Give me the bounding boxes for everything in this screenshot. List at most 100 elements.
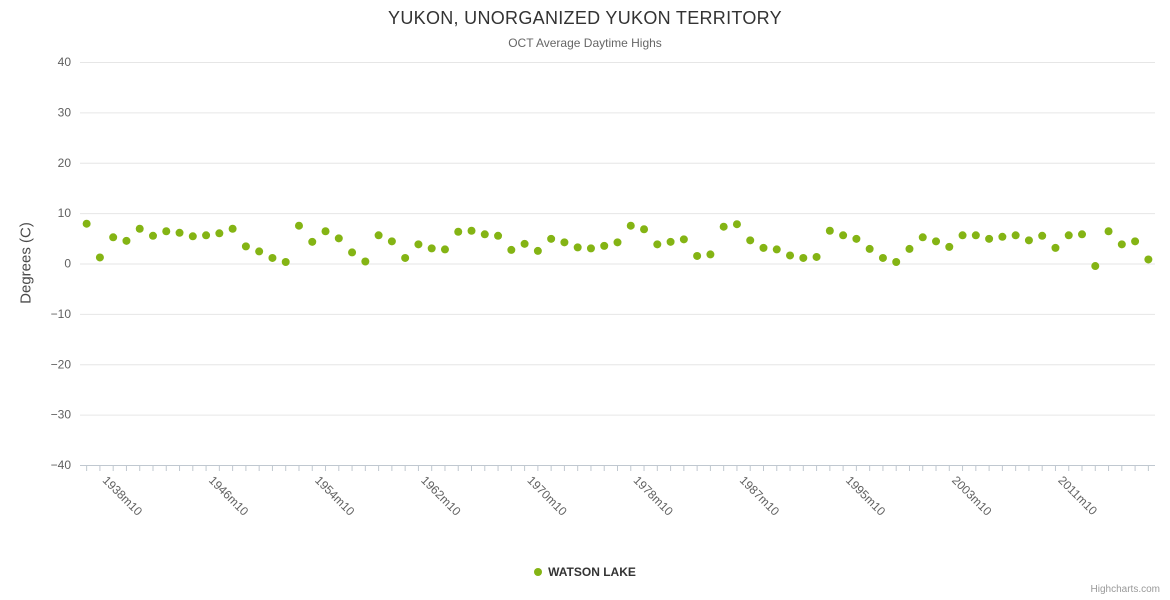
data-point[interactable] <box>693 251 702 260</box>
data-point[interactable] <box>825 226 834 235</box>
data-point[interactable] <box>653 240 662 249</box>
y-axis-tick-label: −20 <box>51 357 72 371</box>
data-point[interactable] <box>839 231 848 240</box>
data-point[interactable] <box>892 257 901 266</box>
data-point[interactable] <box>1117 240 1126 249</box>
data-point[interactable] <box>122 236 131 245</box>
data-point[interactable] <box>255 247 264 256</box>
data-point[interactable] <box>786 251 795 260</box>
data-point[interactable] <box>945 242 954 251</box>
data-point[interactable] <box>560 238 569 247</box>
data-point[interactable] <box>759 243 768 252</box>
data-point[interactable] <box>1064 231 1073 240</box>
x-axis-tick-label: 2003m10 <box>949 473 995 519</box>
data-point[interactable] <box>507 245 516 254</box>
data-point[interactable] <box>719 222 728 231</box>
data-point[interactable] <box>958 231 967 240</box>
data-point[interactable] <box>494 231 503 240</box>
data-point[interactable] <box>268 253 277 262</box>
legend: WATSON LAKE <box>0 563 1170 581</box>
data-point[interactable] <box>148 231 157 240</box>
data-point[interactable] <box>1144 255 1153 264</box>
data-point[interactable] <box>613 238 622 247</box>
data-point[interactable] <box>308 237 317 246</box>
y-axis-tick-label: 0 <box>64 257 71 271</box>
data-point[interactable] <box>427 244 436 253</box>
data-point[interactable] <box>321 227 330 236</box>
data-point[interactable] <box>1038 231 1047 240</box>
data-point[interactable] <box>1011 231 1020 240</box>
data-point[interactable] <box>480 230 489 239</box>
legend-item-watson-lake[interactable]: WATSON LAKE <box>534 565 636 579</box>
y-axis-tick-label: −10 <box>51 307 72 321</box>
data-point[interactable] <box>348 248 357 257</box>
data-point[interactable] <box>82 219 91 228</box>
data-point[interactable] <box>1078 230 1087 239</box>
data-point[interactable] <box>865 244 874 253</box>
data-point[interactable] <box>1091 262 1100 271</box>
data-point[interactable] <box>1051 243 1060 252</box>
data-point[interactable] <box>440 245 449 254</box>
data-point[interactable] <box>1131 237 1140 246</box>
y-axis-tick-label: 40 <box>58 55 72 69</box>
data-point[interactable] <box>732 220 741 229</box>
data-point[interactable] <box>387 237 396 246</box>
data-point[interactable] <box>135 224 144 233</box>
data-point[interactable] <box>573 243 582 252</box>
y-axis-tick-label: −40 <box>51 458 72 472</box>
x-axis-tick-label: 1995m10 <box>843 473 889 519</box>
data-point[interactable] <box>971 231 980 240</box>
data-point[interactable] <box>626 221 635 230</box>
data-point[interactable] <box>706 250 715 259</box>
x-axis-tick-label: 1962m10 <box>418 473 464 519</box>
data-point[interactable] <box>294 221 303 230</box>
data-point[interactable] <box>918 233 927 242</box>
data-point[interactable] <box>188 232 197 241</box>
data-point[interactable] <box>175 228 184 237</box>
data-point[interactable] <box>812 252 821 261</box>
data-point[interactable] <box>454 227 463 236</box>
y-axis-tick-label: −30 <box>51 408 72 422</box>
x-axis-tick-label: 1978m10 <box>631 473 677 519</box>
data-point[interactable] <box>520 239 529 248</box>
data-point[interactable] <box>985 234 994 243</box>
data-point[interactable] <box>281 257 290 266</box>
y-axis-tick-label: 30 <box>58 105 72 119</box>
x-axis-tick-label: 2011m10 <box>1055 473 1100 518</box>
x-axis-tick-label: 1970m10 <box>524 473 570 519</box>
data-point[interactable] <box>600 241 609 250</box>
data-point[interactable] <box>414 240 423 249</box>
credits-link[interactable]: Highcharts.com <box>1090 584 1160 595</box>
data-point[interactable] <box>772 245 781 254</box>
data-point[interactable] <box>109 233 118 242</box>
data-point[interactable] <box>547 234 556 243</box>
data-point[interactable] <box>1024 236 1033 245</box>
data-point[interactable] <box>334 234 343 243</box>
data-point[interactable] <box>746 236 755 245</box>
data-point[interactable] <box>852 234 861 243</box>
data-point[interactable] <box>533 246 542 255</box>
data-point[interactable] <box>374 231 383 240</box>
data-point[interactable] <box>401 253 410 262</box>
data-point[interactable] <box>799 253 808 262</box>
data-point[interactable] <box>467 226 476 235</box>
data-point[interactable] <box>1104 227 1113 236</box>
data-point[interactable] <box>679 235 688 244</box>
data-point[interactable] <box>932 237 941 246</box>
data-point[interactable] <box>586 244 595 253</box>
data-point[interactable] <box>640 225 649 234</box>
data-point[interactable] <box>228 224 237 233</box>
data-point[interactable] <box>162 227 171 236</box>
data-point[interactable] <box>998 232 1007 241</box>
data-point[interactable] <box>202 231 211 240</box>
data-point[interactable] <box>361 257 370 266</box>
data-point[interactable] <box>95 253 104 262</box>
data-point[interactable] <box>878 253 887 262</box>
data-point[interactable] <box>215 229 224 238</box>
data-point[interactable] <box>905 244 914 253</box>
data-point[interactable] <box>241 242 250 251</box>
x-axis-tick-label: 1954m10 <box>312 473 358 519</box>
data-point[interactable] <box>666 237 675 246</box>
